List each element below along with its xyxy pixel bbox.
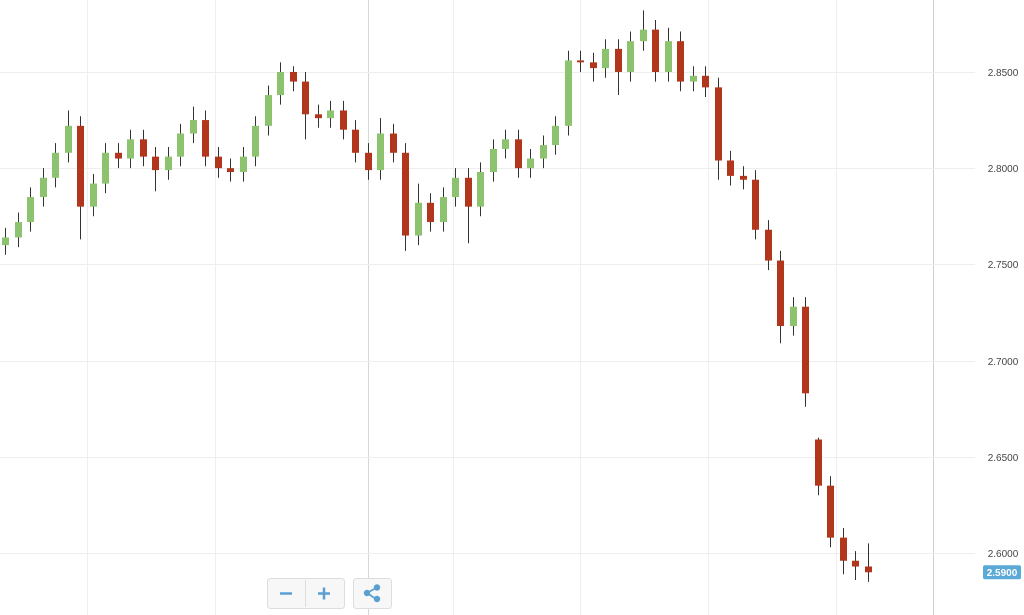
candle-body: [752, 179, 759, 230]
candle-body: [665, 41, 672, 72]
candle-body: [552, 125, 559, 146]
candle-body: [15, 222, 22, 238]
candle-body: [390, 133, 397, 153]
candle-body: [527, 158, 534, 169]
candle-body: [152, 156, 159, 171]
last-price-tag: [983, 565, 1021, 580]
candle-body: [365, 152, 372, 171]
candle-body: [690, 75, 697, 82]
last-price-label: 2.5900: [987, 568, 1018, 579]
candle-body: [465, 177, 472, 207]
candle-body: [577, 60, 584, 63]
candle-body: [165, 156, 172, 171]
candle-body: [90, 183, 97, 207]
zoom-out-button[interactable]: [268, 579, 305, 608]
horizontal-grid: [0, 72, 975, 554]
candle-body: [215, 156, 222, 169]
candle-body: [52, 152, 59, 178]
share-button[interactable]: [353, 578, 392, 609]
y-tick-label: 2.7000: [988, 357, 1019, 368]
candle-body: [2, 237, 9, 246]
candle-body: [240, 156, 247, 173]
zoom-in-button[interactable]: [306, 579, 344, 608]
candle-body: [352, 129, 359, 153]
candle-body: [415, 202, 422, 236]
candle-body: [615, 48, 622, 72]
share-icon: [363, 589, 371, 597]
candle-body: [427, 202, 434, 223]
candle-body: [177, 133, 184, 157]
candle-body: [302, 81, 309, 115]
candle-body: [27, 197, 34, 223]
candle-body: [815, 439, 822, 486]
share-icon: [373, 584, 381, 591]
candle-body: [65, 125, 72, 153]
candle-body: [540, 145, 547, 159]
candle-body: [765, 229, 772, 261]
candle-body: [377, 133, 384, 171]
candle-body: [740, 175, 747, 180]
candle-body: [827, 485, 834, 538]
candle-body: [627, 41, 634, 72]
candle-body: [677, 41, 684, 82]
candle-body: [502, 139, 509, 149]
candle-body: [777, 260, 784, 326]
candle-body: [477, 172, 484, 207]
candle-body: [565, 60, 572, 126]
candles: [2, 10, 872, 582]
candle-body: [727, 160, 734, 176]
candle-body: [602, 48, 609, 69]
candle-body: [277, 71, 284, 96]
candle-body: [190, 120, 197, 134]
y-tick-label: 2.6000: [988, 549, 1019, 560]
candle-body: [452, 177, 459, 198]
candle-body: [865, 566, 872, 573]
vertical-grid: [87, 0, 934, 615]
share-box[interactable]: [353, 578, 392, 609]
candle-body: [290, 71, 297, 82]
candle-body: [790, 306, 797, 326]
candle-body: [715, 87, 722, 161]
y-tick-label: 2.8000: [988, 164, 1019, 175]
candle-body: [40, 177, 47, 198]
y-tick-label: 2.6500: [988, 453, 1019, 464]
candle-body: [252, 125, 259, 157]
candle-body: [402, 152, 409, 236]
share-icon: [373, 595, 381, 603]
candle-body: [590, 62, 597, 69]
candle-body: [515, 139, 522, 169]
zoom-controls: [267, 578, 392, 609]
candle-body: [127, 139, 134, 159]
candle-body: [315, 114, 322, 119]
candle-body: [802, 306, 809, 394]
candle-body: [702, 75, 709, 88]
candle-body: [640, 29, 647, 42]
candle-body: [327, 110, 334, 119]
candle-body: [340, 110, 347, 130]
candle-body: [77, 125, 84, 207]
candle-body: [852, 560, 859, 567]
candle-body: [202, 120, 209, 157]
candle-body: [490, 148, 497, 173]
y-tick-label: 2.7500: [988, 260, 1019, 271]
candle-body: [102, 152, 109, 184]
y-axis: 2.6000 2.6500 2.7000 2.7500 2.8000 2.8500 2.59…: [983, 68, 1021, 580]
candle-body: [115, 152, 122, 159]
candle-body: [440, 197, 447, 223]
candle-body: [227, 168, 234, 173]
y-tick-label: 2.8500: [988, 68, 1019, 79]
candle-body: [265, 95, 272, 126]
candle-body: [652, 29, 659, 72]
candle-body: [140, 139, 147, 157]
candle-body: [840, 537, 847, 561]
